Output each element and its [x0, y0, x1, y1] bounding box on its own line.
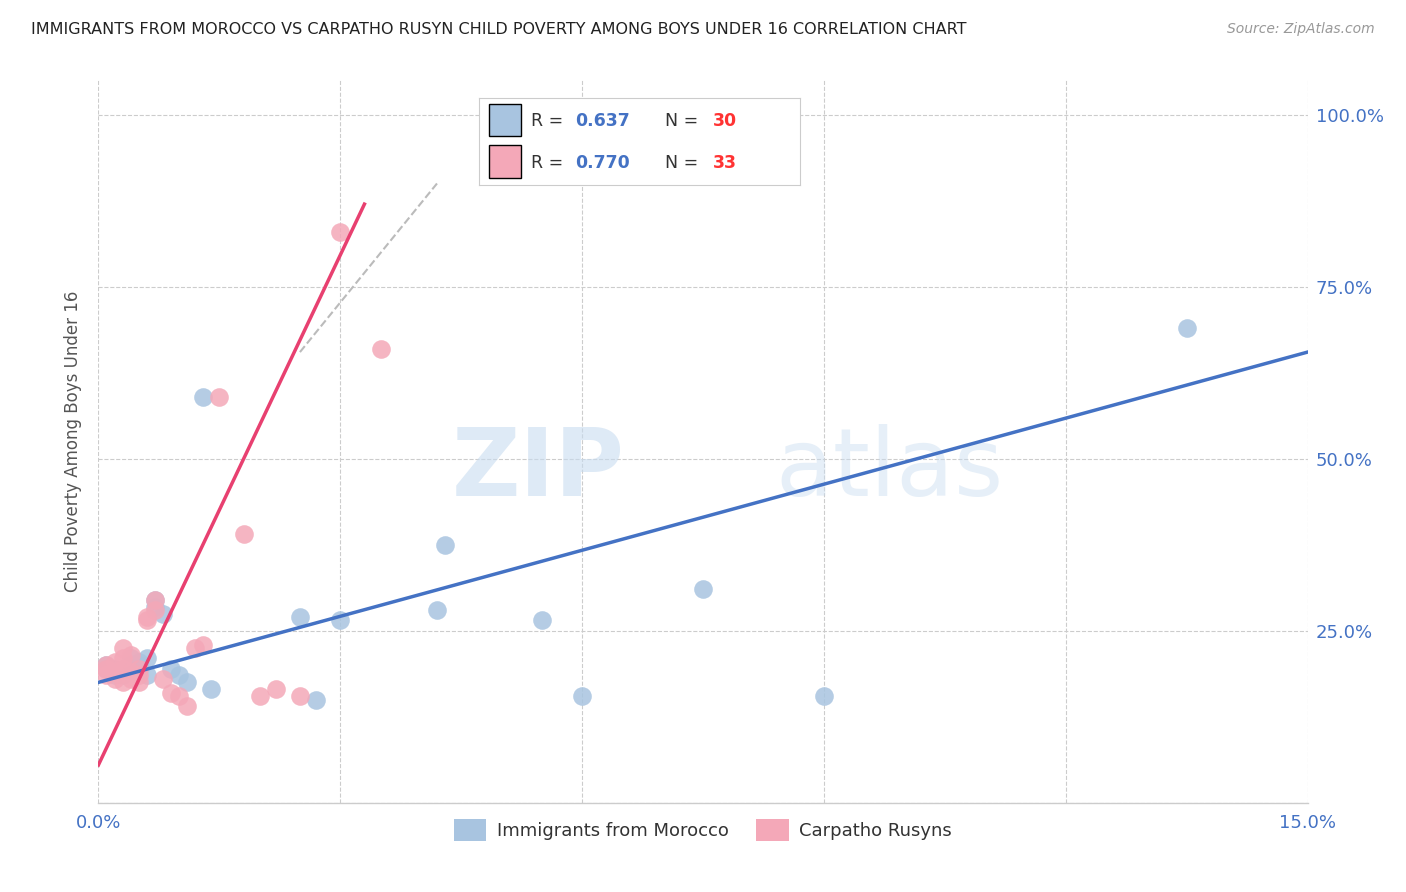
- Point: [103, 665, 125, 679]
- Point: [167, 668, 190, 682]
- Point: [426, 603, 449, 617]
- Point: [370, 342, 392, 356]
- Point: [96, 658, 118, 673]
- Point: [160, 662, 183, 676]
- Point: [176, 675, 198, 690]
- Point: [305, 692, 328, 706]
- Point: [176, 699, 198, 714]
- Point: [111, 662, 134, 676]
- Point: [200, 682, 222, 697]
- Point: [193, 390, 215, 404]
- Point: [184, 640, 207, 655]
- Point: [96, 662, 118, 676]
- Point: [160, 686, 183, 700]
- Point: [120, 672, 142, 686]
- Point: [530, 614, 553, 628]
- Point: [128, 662, 150, 676]
- Point: [152, 672, 174, 686]
- Point: [288, 610, 311, 624]
- Point: [120, 665, 142, 679]
- Text: ZIP: ZIP: [451, 425, 624, 516]
- Point: [232, 527, 254, 541]
- Point: [152, 607, 174, 621]
- Point: [120, 658, 142, 673]
- Point: [103, 672, 125, 686]
- Legend: Immigrants from Morocco, Carpatho Rusyns: Immigrants from Morocco, Carpatho Rusyns: [447, 812, 959, 848]
- Point: [120, 651, 142, 665]
- Point: [249, 689, 271, 703]
- Point: [135, 651, 157, 665]
- Point: [143, 603, 166, 617]
- Text: IMMIGRANTS FROM MOROCCO VS CARPATHO RUSYN CHILD POVERTY AMONG BOYS UNDER 16 CORR: IMMIGRANTS FROM MOROCCO VS CARPATHO RUSY…: [31, 22, 966, 37]
- Point: [111, 675, 134, 690]
- Point: [96, 662, 118, 676]
- Point: [434, 538, 457, 552]
- Point: [111, 640, 134, 655]
- Point: [288, 689, 311, 703]
- Point: [193, 638, 215, 652]
- Point: [111, 668, 134, 682]
- Point: [143, 592, 166, 607]
- Point: [143, 592, 166, 607]
- Point: [1175, 321, 1198, 335]
- Y-axis label: Child Poverty Among Boys Under 16: Child Poverty Among Boys Under 16: [63, 291, 82, 592]
- Point: [135, 668, 157, 682]
- Point: [264, 682, 287, 697]
- Point: [135, 614, 157, 628]
- Point: [103, 668, 125, 682]
- Point: [103, 655, 125, 669]
- Point: [120, 648, 142, 662]
- Point: [96, 658, 118, 673]
- Point: [167, 689, 190, 703]
- Point: [128, 655, 150, 669]
- Point: [128, 668, 150, 682]
- Point: [111, 662, 134, 676]
- Point: [135, 610, 157, 624]
- Point: [329, 614, 352, 628]
- Point: [128, 675, 150, 690]
- Text: atlas: atlas: [776, 425, 1004, 516]
- Point: [96, 668, 118, 682]
- Point: [208, 390, 231, 404]
- Point: [813, 689, 835, 703]
- Point: [143, 599, 166, 614]
- Point: [103, 662, 125, 676]
- Point: [111, 651, 134, 665]
- Point: [128, 658, 150, 673]
- Point: [571, 689, 593, 703]
- Text: Source: ZipAtlas.com: Source: ZipAtlas.com: [1227, 22, 1375, 37]
- Point: [692, 582, 714, 597]
- Point: [329, 225, 352, 239]
